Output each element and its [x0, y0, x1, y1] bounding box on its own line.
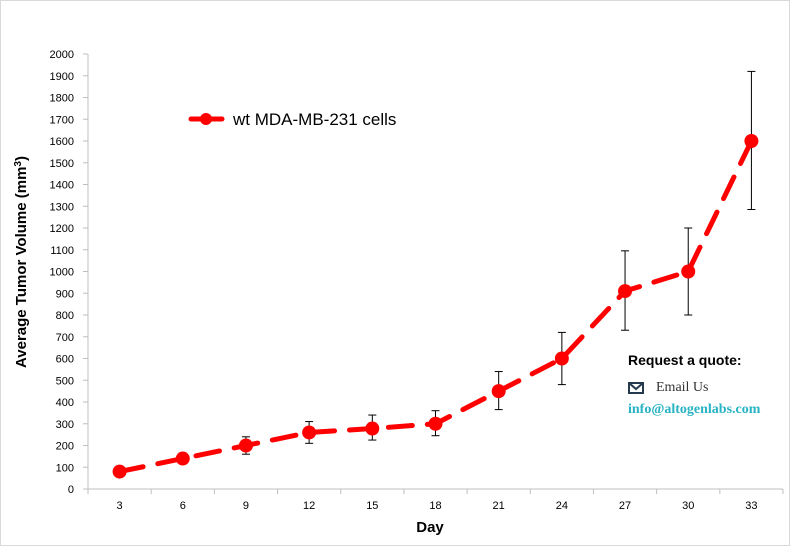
- x-tick-label: 9: [243, 500, 249, 512]
- legend: wt MDA-MB-231 cells: [188, 110, 396, 129]
- data-point: [681, 264, 696, 279]
- y-tick-label: 400: [56, 397, 74, 409]
- request-quote-panel: Request a quote: Email Us info@altogenla…: [628, 352, 788, 418]
- y-tick-label: 1800: [50, 93, 74, 105]
- y-tick-label: 900: [56, 288, 74, 300]
- y-tick-label: 800: [56, 310, 74, 322]
- data-point: [238, 438, 253, 453]
- y-tick-label: 700: [56, 332, 74, 344]
- x-tick-label: 12: [303, 500, 315, 512]
- x-tick-label: 30: [682, 500, 694, 512]
- y-tick-label: 300: [56, 419, 74, 431]
- x-tick-label: 15: [366, 500, 378, 512]
- data-point: [175, 451, 190, 466]
- y-tick-label: 500: [56, 375, 74, 387]
- y-tick-label: 1400: [50, 180, 74, 192]
- y-tick-label: 1200: [50, 223, 74, 235]
- y-tick-label: 100: [56, 462, 74, 474]
- y-axis-title-main: Average Tumor Volume (mm: [13, 167, 30, 368]
- data-point: [365, 421, 380, 436]
- data-point: [112, 464, 127, 479]
- data-point: [302, 425, 317, 440]
- y-tick-label: 1700: [50, 114, 74, 126]
- y-axis-title-close: ): [13, 156, 30, 161]
- data-point: [491, 384, 506, 399]
- email-us-link[interactable]: Email Us: [628, 380, 788, 396]
- y-tick-label: 1300: [50, 201, 74, 213]
- x-axis-title: Day: [416, 519, 444, 536]
- x-tick-label: 3: [117, 500, 123, 512]
- email-address-link[interactable]: info@altogenlabs.com: [628, 402, 761, 417]
- y-tick-label: 1900: [50, 71, 74, 83]
- y-tick-label: 0: [68, 484, 74, 496]
- data-point: [618, 284, 633, 299]
- x-tick-label: 27: [619, 500, 631, 512]
- y-tick-label: 1600: [50, 136, 74, 148]
- data-point: [744, 134, 759, 148]
- y-tick-label: 1000: [50, 267, 74, 279]
- envelope-icon: [628, 382, 644, 394]
- y-tick-label: 1100: [50, 245, 74, 257]
- y-tick-label: 600: [56, 354, 74, 366]
- x-tick-label: 33: [745, 500, 757, 512]
- y-axis-title: Average Tumor Volume (mm3): [13, 156, 30, 368]
- legend-label: wt MDA-MB-231 cells: [232, 110, 396, 129]
- data-point: [554, 351, 569, 366]
- request-quote-title: Request a quote:: [628, 352, 742, 368]
- data-point: [428, 416, 443, 431]
- y-axis-title-sup: 3: [13, 161, 24, 167]
- y-tick-label: 2000: [50, 49, 74, 61]
- y-tick-label: 200: [56, 441, 74, 453]
- x-tick-label: 21: [493, 500, 505, 512]
- y-tick-label: 1500: [50, 158, 74, 170]
- x-tick-label: 18: [429, 500, 441, 512]
- legend-marker: [200, 113, 212, 125]
- x-tick-label: 6: [180, 500, 186, 512]
- x-tick-label: 24: [556, 500, 568, 512]
- email-us-label[interactable]: Email Us: [656, 380, 709, 395]
